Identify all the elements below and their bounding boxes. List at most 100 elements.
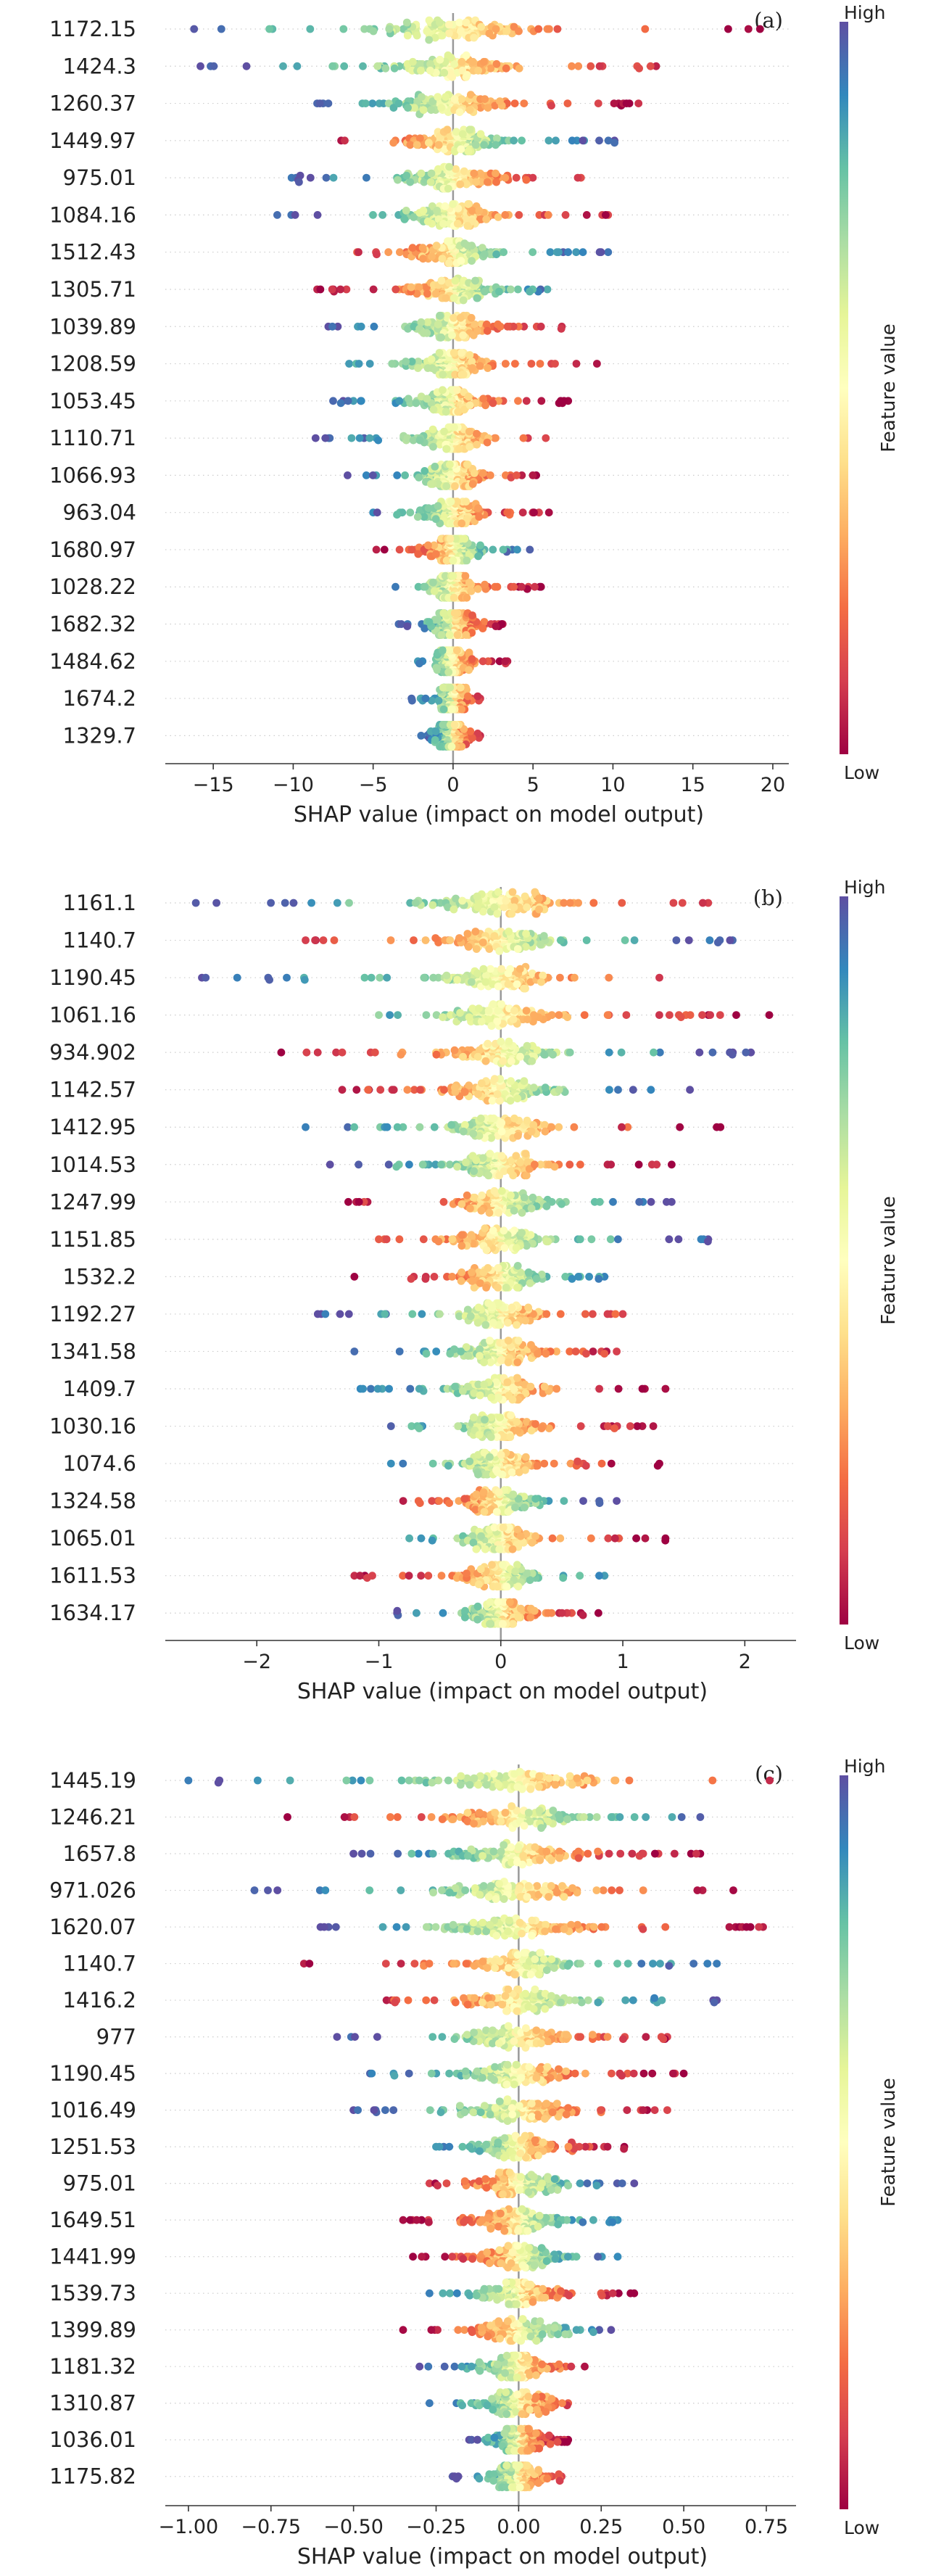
shap-point xyxy=(755,25,764,33)
shap-point xyxy=(482,320,491,329)
shap-point xyxy=(212,899,220,907)
shap-point xyxy=(485,29,494,38)
shap-point xyxy=(433,666,442,674)
shap-point xyxy=(506,965,514,973)
shap-point xyxy=(468,480,477,488)
shap-point xyxy=(457,145,465,154)
shap-point xyxy=(394,176,402,184)
shap-panel-b: (b)1161.11140.71190.451061.16934.9021142… xyxy=(49,877,900,1704)
shap-point xyxy=(352,1086,361,1094)
shap-point xyxy=(501,211,510,219)
shap-point xyxy=(306,25,315,33)
shap-point xyxy=(357,397,365,405)
shap-point xyxy=(504,980,513,988)
shap-point xyxy=(344,1197,352,1206)
shap-point xyxy=(451,147,459,156)
shap-point xyxy=(390,64,399,73)
shap-point xyxy=(530,508,538,517)
shap-point xyxy=(434,141,443,149)
shap-point xyxy=(563,99,572,108)
shap-point xyxy=(713,938,722,946)
shap-point xyxy=(496,97,504,106)
shap-point xyxy=(265,25,273,33)
shap-point xyxy=(495,947,504,955)
shap-point xyxy=(428,252,436,261)
shap-point xyxy=(368,99,377,108)
shap-point xyxy=(355,1197,363,1206)
shap-point xyxy=(618,899,626,907)
shap-point xyxy=(463,461,471,468)
shap-point xyxy=(338,1086,347,1094)
shap-point xyxy=(425,139,433,147)
x-tick-label: 10 xyxy=(600,774,625,796)
shap-point xyxy=(602,211,610,219)
shap-point xyxy=(417,318,426,326)
shap-point xyxy=(513,545,521,554)
shap-point xyxy=(427,169,436,178)
shap-point xyxy=(322,173,331,182)
shap-point xyxy=(474,504,482,513)
shap-point xyxy=(544,136,553,145)
shap-point xyxy=(574,899,582,907)
shap-point xyxy=(336,285,344,294)
feature-label: 1680.97 xyxy=(49,537,136,562)
shap-point xyxy=(445,631,454,639)
shap-point xyxy=(457,95,466,104)
shap-point xyxy=(477,1079,486,1088)
shap-point xyxy=(539,971,547,980)
shap-point xyxy=(392,1163,401,1171)
shap-point xyxy=(698,1011,706,1019)
shap-point xyxy=(449,200,457,208)
shap-point xyxy=(393,511,401,519)
shap-point xyxy=(634,99,643,108)
shap-point xyxy=(561,211,570,219)
shap-point xyxy=(497,1118,506,1127)
shap-point xyxy=(328,322,336,331)
shap-point xyxy=(413,31,421,40)
shap-point xyxy=(456,683,465,692)
shap-point xyxy=(695,1048,704,1057)
shap-point xyxy=(422,1011,431,1019)
shap-point xyxy=(473,692,482,701)
shap-point xyxy=(446,461,454,468)
shap-point xyxy=(518,582,526,591)
shap-point xyxy=(540,1050,549,1059)
shap-point xyxy=(466,91,475,99)
shap-point xyxy=(419,255,427,263)
shap-point xyxy=(497,1000,505,1008)
shap-point xyxy=(666,1011,674,1019)
colorbar-title: Feature value xyxy=(878,323,900,453)
shap-point xyxy=(453,975,461,984)
shap-point xyxy=(568,62,576,70)
shap-point xyxy=(397,1050,405,1059)
shap-point xyxy=(404,324,412,333)
shap-point xyxy=(480,141,488,149)
shap-point xyxy=(446,683,455,692)
shap-point xyxy=(476,541,484,550)
shap-point xyxy=(510,1114,518,1123)
shap-point xyxy=(514,397,522,405)
shap-point xyxy=(539,932,548,940)
shap-point xyxy=(482,215,491,223)
shap-point xyxy=(361,99,370,108)
shap-point xyxy=(472,178,480,186)
shap-point xyxy=(483,438,492,447)
shap-point xyxy=(582,936,591,944)
shap-point xyxy=(355,248,362,257)
shap-point xyxy=(273,211,281,219)
shap-point xyxy=(607,1160,616,1169)
shap-point xyxy=(439,721,447,729)
shap-point xyxy=(461,571,470,580)
shap-point xyxy=(432,242,441,250)
shap-point xyxy=(439,371,447,379)
shap-point xyxy=(528,1057,536,1065)
shap-point xyxy=(436,311,444,320)
shap-point xyxy=(440,68,449,77)
shap-point xyxy=(455,18,464,27)
shap-point xyxy=(448,331,456,339)
feature-label: 1053.45 xyxy=(49,389,136,413)
shap-point xyxy=(465,1013,473,1021)
shap-point xyxy=(515,965,524,973)
shap-point xyxy=(663,1197,671,1206)
shap-point xyxy=(444,184,452,193)
